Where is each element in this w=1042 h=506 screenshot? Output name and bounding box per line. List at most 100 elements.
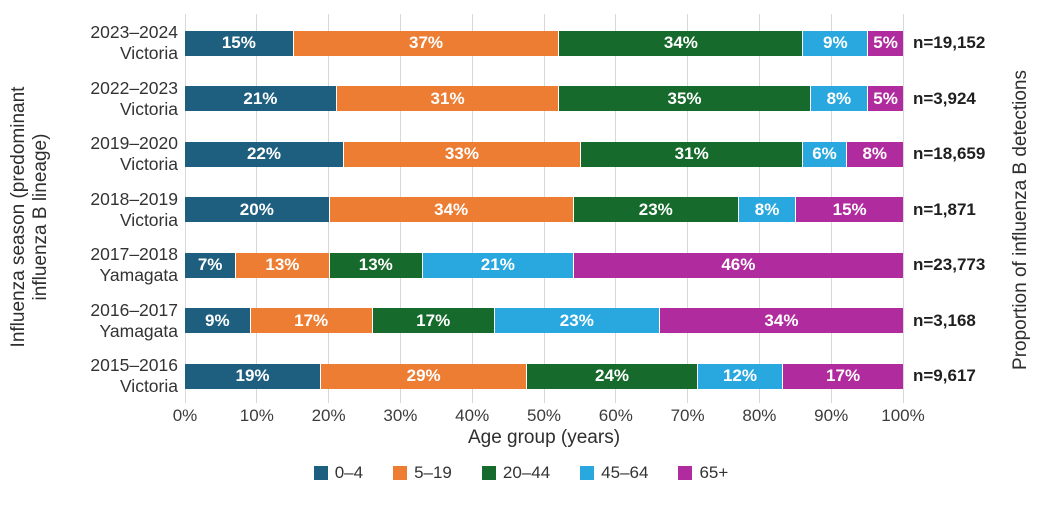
legend-swatch	[393, 466, 408, 480]
bar-segment: 6%	[802, 141, 846, 167]
bar-row: 21% 31% 35% 8% 5%	[185, 86, 903, 111]
n-label: n=3,924	[913, 88, 976, 108]
bar-segment: 21%	[185, 86, 336, 111]
bar-segment: 15%	[185, 30, 293, 56]
x-tick-label: 80%	[742, 406, 777, 425]
segment-value-label: 22%	[246, 144, 281, 163]
season-label: 2015–2016 Victoria	[0, 355, 178, 397]
legend: 0–4 5–19 20–44 45–64 65+	[0, 463, 1042, 483]
season-lineage: Victoria	[119, 376, 178, 396]
season-years: 2015–2016	[90, 355, 178, 375]
bar-row: 19% 29% 24% 12% 17%	[185, 363, 903, 389]
legend-item: 65+	[678, 463, 728, 483]
bar-row: 20% 34% 23% 8% 15%	[185, 197, 903, 222]
segment-value-label: 9%	[205, 310, 230, 330]
season-lineage: Victoria	[119, 209, 178, 230]
bar-segment: 17%	[782, 363, 903, 389]
segment-value-label: 20%	[239, 199, 274, 219]
segment-value-label: 21%	[243, 88, 278, 108]
segment-value-label: 13%	[358, 255, 393, 274]
season-lineage: Yamagata	[99, 320, 178, 341]
segment-value-label: 5%	[873, 88, 898, 108]
segment-value-label: 34%	[663, 33, 698, 52]
legend-swatch	[313, 466, 328, 480]
season-years: 2022–2023	[90, 77, 178, 98]
segment-value-label: 35%	[667, 88, 702, 108]
x-tick-label: 100%	[881, 406, 925, 425]
segment-value-label: 31%	[430, 88, 465, 108]
season-lineage: Victoria	[119, 43, 178, 63]
bar-segment: 22%	[185, 141, 343, 167]
segment-value-label: 15%	[832, 199, 867, 219]
x-tick-label: 50%	[526, 406, 562, 425]
segment-value-label: 17%	[416, 310, 451, 330]
bar-segment: 19%	[185, 363, 321, 389]
segment-value-label: 12%	[722, 366, 757, 385]
bar-segment: 31%	[579, 141, 803, 167]
bar-segment: 7%	[185, 252, 236, 278]
segment-value-label: 46%	[721, 255, 756, 274]
season-label: 2019–2020 Victoria	[0, 133, 178, 175]
legend-label: 65+	[699, 463, 729, 482]
y-axis-title-left: Influenza season (predominant influenza …	[8, 27, 52, 407]
legend-item: 20–44	[481, 463, 551, 483]
bar-segment: 34%	[558, 30, 803, 56]
segment-value-label: 7%	[197, 255, 223, 274]
bar-segment: 9%	[802, 30, 868, 56]
segment-value-label: 29%	[406, 366, 441, 385]
legend-item: 0–4	[313, 463, 364, 483]
legend-item: 5–19	[393, 463, 452, 483]
bar-row: 9% 17% 17% 23% 34%	[185, 308, 903, 333]
legend-label: 0–4	[334, 463, 364, 482]
season-label: 2023–2024 Victoria	[0, 22, 178, 64]
segment-value-label: 8%	[754, 199, 780, 219]
n-label: n=1,871	[913, 199, 976, 219]
bar-segment: 17%	[249, 308, 372, 333]
x-tick-label: 90%	[814, 406, 849, 425]
segment-value-label: 13%	[265, 255, 300, 274]
bar-segment: 35%	[558, 86, 810, 111]
legend-swatch	[580, 466, 595, 480]
segment-value-label: 8%	[826, 88, 852, 108]
bar-segment: 46%	[572, 252, 903, 278]
legend-item: 45–64	[580, 463, 648, 483]
legend-label: 20–44	[502, 463, 551, 482]
season-years: 2019–2020	[90, 133, 178, 153]
segment-value-label: 19%	[235, 366, 270, 385]
bar-segment: 37%	[292, 30, 559, 56]
bar-row: 22% 33% 31% 6% 8%	[185, 141, 903, 167]
segment-value-label: 33%	[444, 144, 479, 163]
season-label: 2022–2023 Victoria	[0, 78, 178, 120]
x-tick-label: 40%	[455, 406, 490, 425]
segment-value-label: 24%	[595, 366, 630, 385]
x-tick-label: 30%	[383, 406, 418, 425]
segment-value-label: 23%	[638, 199, 673, 219]
bar-segment: 13%	[235, 252, 329, 278]
bar-segment: 17%	[371, 308, 494, 333]
season-lineage: Victoria	[119, 98, 178, 119]
y-axis-title-left-line1: Influenza season (predominant	[8, 86, 29, 348]
bar-segment: 8%	[737, 197, 796, 222]
bar-segment: 5%	[867, 86, 903, 111]
bar-segment: 31%	[335, 86, 559, 111]
season-label: 2017–2018 Yamagata	[0, 244, 178, 286]
x-axis-title: Age group (years)	[467, 427, 621, 448]
legend-swatch	[678, 466, 693, 480]
season-years: 2018–2019	[90, 188, 178, 209]
season-years: 2016–2017	[90, 299, 178, 320]
bar-segment: 29%	[320, 363, 527, 389]
segment-value-label: 34%	[434, 199, 469, 219]
bar-segment: 24%	[526, 363, 697, 389]
bar-segment: 8%	[809, 86, 868, 111]
x-tick-label: 70%	[670, 406, 705, 425]
season-years: 2017–2018	[90, 244, 178, 264]
season-label: 2016–2017 Yamagata	[0, 300, 178, 342]
bar-segment: 13%	[328, 252, 422, 278]
segment-value-label: 17%	[826, 366, 861, 385]
bar-row: 15% 37% 34% 9% 5%	[185, 30, 903, 56]
x-tick-label: 20%	[311, 406, 346, 425]
n-label: n=18,659	[913, 144, 986, 163]
segment-value-label: 9%	[822, 33, 848, 52]
bar-row: 7% 13% 13% 21% 46%	[185, 252, 903, 278]
